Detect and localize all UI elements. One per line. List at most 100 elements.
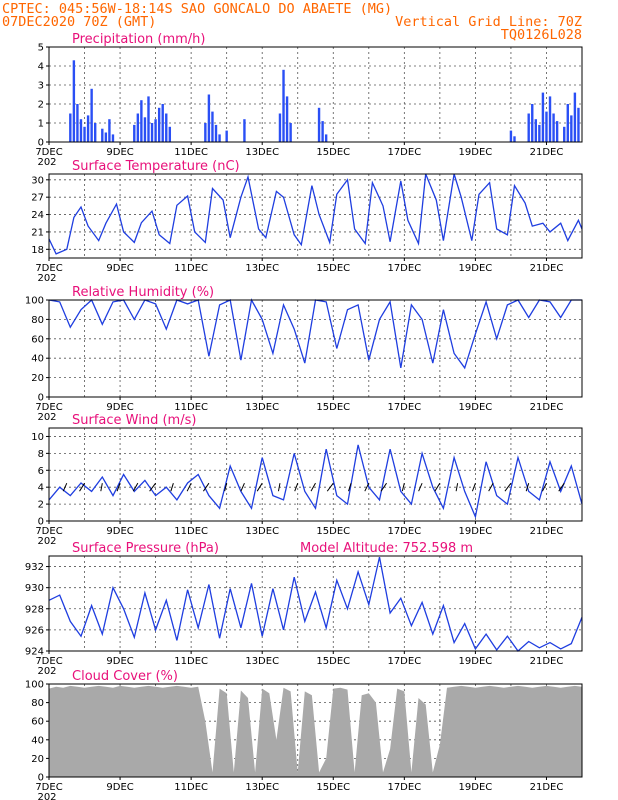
- precip-bar: [282, 69, 285, 142]
- wind-arrow: [186, 482, 192, 492]
- x-tick-label: 11DEC: [174, 147, 208, 158]
- x-tick-label: 19DEC: [459, 263, 493, 274]
- y-tick-label: 18: [31, 245, 44, 256]
- x-tick-label: 13DEC: [245, 263, 279, 274]
- precip-bar: [83, 126, 86, 142]
- x-tick-label: 21DEC: [530, 263, 564, 274]
- x-tick-label: 13DEC: [245, 402, 279, 413]
- precip-bar: [321, 121, 324, 142]
- x-year-fragment: 202: [37, 273, 56, 284]
- wind-arrow: [348, 483, 352, 492]
- y-tick-label: 21: [31, 227, 44, 238]
- x-year-fragment: 202: [37, 792, 56, 800]
- wind-arrow: [326, 482, 334, 492]
- y-tick-label: 8: [38, 449, 44, 460]
- x-tick-label: 7DEC: [35, 263, 62, 274]
- x-tick-label: 9DEC: [106, 402, 133, 413]
- x-tick-label: 19DEC: [459, 402, 493, 413]
- wind-arrow: [488, 482, 494, 492]
- y-tick-label: 80: [31, 698, 44, 709]
- y-tick-label: 30: [31, 175, 44, 186]
- precip-bar: [531, 104, 534, 142]
- precip-bar: [541, 92, 545, 142]
- x-tick-label: 19DEC: [459, 656, 493, 667]
- wind-arrow: [116, 483, 121, 492]
- y-tick-label: 0: [38, 773, 44, 784]
- wind-arrow: [434, 482, 441, 492]
- precip-bar: [211, 111, 214, 142]
- wind-arrow: [149, 482, 157, 492]
- x-year-fragment: 202: [37, 157, 56, 168]
- header-vertical-grid: Vertical Grid Line: 70Z: [395, 14, 582, 30]
- panel-frame: [48, 299, 583, 398]
- header-model: TQ0126L028: [501, 27, 582, 43]
- panel-frame: [48, 173, 583, 259]
- precip-bar: [168, 126, 172, 142]
- model-altitude-label: Model Altitude: 752.598 m: [300, 541, 473, 556]
- panel-title-press: Surface Pressure (hPa): [72, 541, 219, 556]
- y-tick-label: 4: [38, 483, 44, 494]
- precip-bar: [324, 134, 328, 142]
- precip-bar: [69, 113, 72, 142]
- x-tick-label: 13DEC: [245, 782, 279, 793]
- cloud-area: [49, 685, 582, 777]
- precip-bar: [140, 100, 143, 142]
- y-tick-label: 100: [25, 296, 44, 307]
- x-tick-label: 7DEC: [35, 656, 62, 667]
- precip-bar: [545, 111, 548, 142]
- wind-arrow: [256, 482, 263, 492]
- x-tick-label: 7DEC: [35, 782, 62, 793]
- panel-precip: Precipitation (mm/h) 0 1 2 3 4 5 7DEC 9DEC 11DEC 1…: [35, 32, 583, 168]
- panel-frame: [48, 46, 583, 143]
- x-tick-label: 9DEC: [106, 656, 133, 667]
- panel-title-rh: Relative Humidity (%): [72, 285, 214, 300]
- y-tick-label: 60: [31, 717, 44, 728]
- precip-bar: [563, 126, 566, 142]
- x-tick-label: 9DEC: [106, 526, 133, 537]
- y-tick-label: 5: [38, 43, 44, 54]
- precip-bar: [555, 121, 559, 142]
- wind-arrow: [132, 482, 139, 492]
- y-tick-label: 24: [31, 210, 44, 221]
- wind-arrow: [558, 482, 565, 492]
- y-tick-label: 2: [38, 500, 44, 511]
- x-tick-label: 9DEC: [106, 782, 133, 793]
- wind-arrow: [79, 482, 85, 492]
- panels: Precipitation (mm/h) 0 1 2 3 4 5 7DEC 9DEC 11DEC 1…: [25, 32, 583, 800]
- y-tick-label: 27: [31, 193, 44, 204]
- x-tick-label: 15DEC: [316, 147, 350, 158]
- x-tick-label: 11DEC: [174, 656, 208, 667]
- wind-arrow: [62, 482, 68, 492]
- panel-wind: Surface Wind (m/s) 0 2 4 6 8 10 7DEC 9DEC 11DEC 13…: [31, 413, 583, 547]
- panel-rh: Relative Humidity (%) 0 20 40 60 80 100 7DEC 9DE…: [25, 285, 583, 423]
- precip-bar: [534, 119, 538, 142]
- panel-frame: [48, 555, 583, 652]
- wind-arrow: [100, 483, 103, 492]
- y-tick-label: 932: [25, 562, 44, 573]
- precip-bar: [225, 130, 228, 142]
- precip-bar: [289, 123, 292, 142]
- panel-press: Surface Pressure (hPa) Model Altitude: 75…: [25, 541, 583, 677]
- y-tick-label: 60: [31, 334, 44, 345]
- wind-arrow: [542, 482, 547, 492]
- x-tick-label: 11DEC: [174, 526, 208, 537]
- precip-bar: [93, 123, 97, 142]
- x-tick-label: 21DEC: [530, 782, 564, 793]
- precip-bar: [90, 88, 93, 142]
- y-tick-label: 80: [31, 315, 44, 326]
- precip-bar: [108, 119, 111, 142]
- precip-bar: [76, 104, 79, 142]
- x-tick-label: 19DEC: [459, 526, 493, 537]
- x-tick-label: 21DEC: [530, 526, 564, 537]
- precip-bar: [538, 124, 541, 142]
- panel-title-precip: Precipitation (mm/h): [72, 32, 205, 47]
- y-tick-label: 924: [25, 647, 44, 658]
- precip-bar: [218, 134, 221, 142]
- x-tick-label: 19DEC: [459, 147, 493, 158]
- wind-arrow: [471, 483, 476, 492]
- wind-arrow: [525, 483, 530, 492]
- precip-bar: [111, 134, 115, 142]
- wind-arrow: [294, 483, 299, 492]
- precip-bar: [101, 128, 104, 142]
- header-run-time: 07DEC2020 70Z (GMT): [2, 14, 156, 30]
